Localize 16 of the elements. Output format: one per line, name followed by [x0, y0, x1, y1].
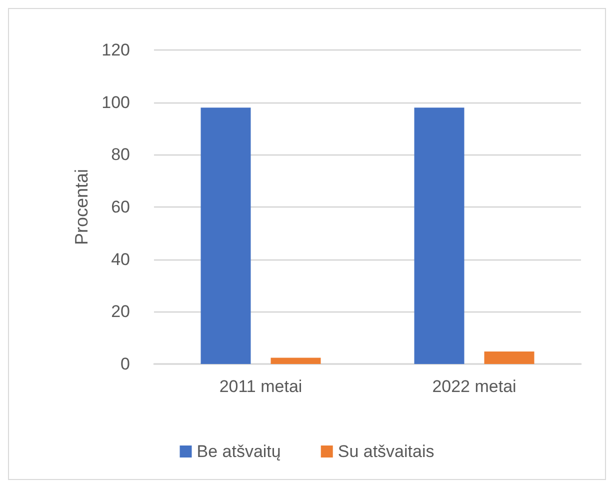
bar: [414, 108, 464, 364]
bar: [270, 358, 321, 364]
y-tick-label: 80: [111, 145, 130, 164]
y-tick-label: 120: [102, 40, 130, 60]
y-tick-label: 40: [111, 250, 130, 269]
bar: [200, 108, 251, 364]
y-tick-label: 100: [102, 92, 130, 112]
legend-label: Su atšvaitais: [338, 442, 434, 461]
x-tick-label: 2011 metai: [219, 377, 302, 396]
bar: [484, 351, 534, 364]
y-tick-label: 0: [120, 354, 130, 374]
legend-label: Be atšvaitų: [196, 442, 281, 461]
y-axis-title: Procentai: [72, 168, 92, 246]
x-tick-label: 2022 metai: [432, 377, 516, 396]
y-tick-label: 20: [111, 302, 130, 322]
y-tick-label: 60: [111, 198, 130, 216]
